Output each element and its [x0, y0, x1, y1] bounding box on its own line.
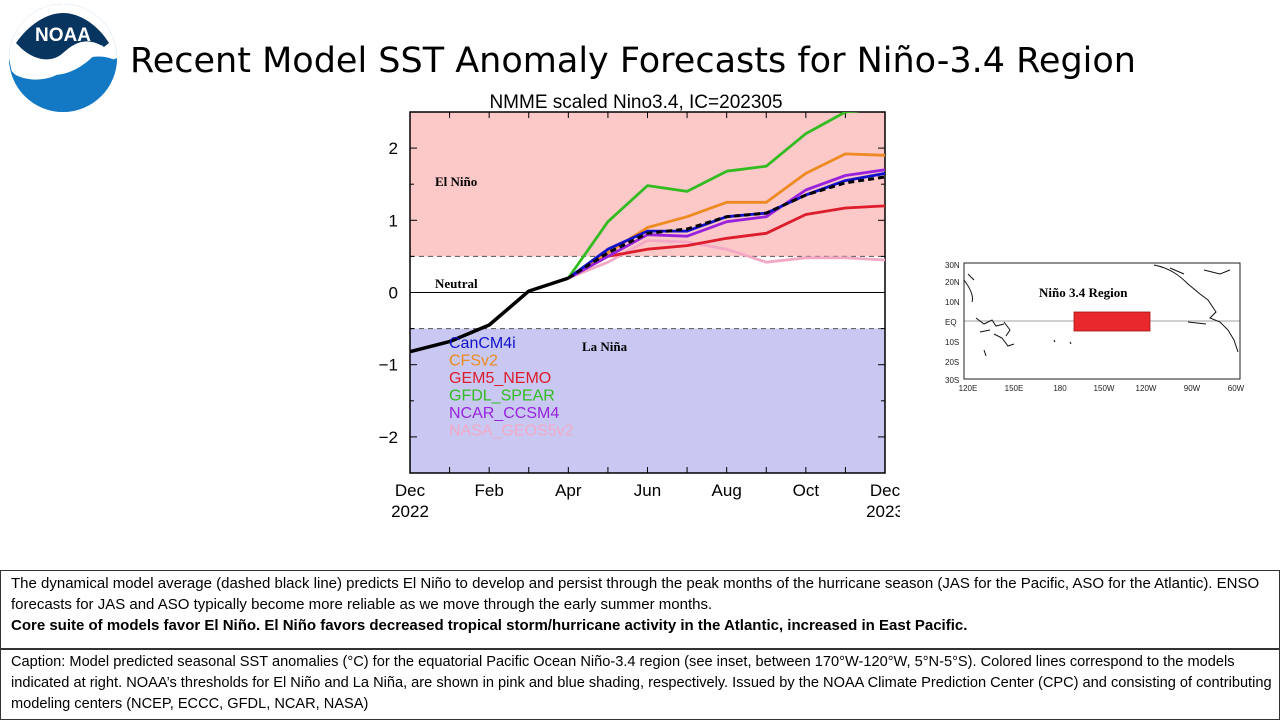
map-lat-label: EQ: [945, 318, 957, 327]
legend-item-gem5-nemo: GEM5_NEMO: [449, 370, 551, 387]
legend-item-gfdl-spear: GFDL_SPEAR: [449, 388, 555, 405]
map-lat-label: 20N: [945, 278, 960, 287]
map-lat-label: 30N: [945, 261, 960, 270]
x-tick-label: Jun: [634, 481, 661, 500]
map-lat-label: 20S: [945, 358, 959, 367]
x-tick-label: Apr: [555, 481, 582, 500]
y-tick-label: 1: [389, 211, 398, 230]
map-lat-label: 10S: [945, 338, 959, 347]
x-tick-label: Feb: [475, 481, 504, 500]
neutral-region-label: Neutral: [435, 276, 478, 291]
series-group: [410, 112, 885, 354]
la-nina-shading: [410, 328, 885, 473]
x-tick-label: Dec: [870, 481, 900, 500]
map-lon-label: 150E: [1005, 384, 1024, 393]
x-tick-label: Aug: [712, 481, 742, 500]
ensemble-mean-line: [567, 175, 885, 280]
series-line-ncar-ccsm4: [567, 168, 885, 280]
chart-title: NMME scaled Nino3.4, IC=202305: [489, 92, 782, 113]
y-tick-label: −2: [379, 428, 398, 447]
map-lon-label: 120W: [1136, 384, 1157, 393]
map-lat-label: 10N: [945, 298, 960, 307]
nino34-region-map: Niño 3.4 Region 30N 20N 10N EQ 10S 20S 30S120E…: [944, 260, 1250, 398]
x-tick-year-label: 2022: [391, 502, 429, 521]
x-tick-label: Oct: [793, 481, 820, 500]
map-lon-label: 120E: [959, 384, 978, 393]
noaa-logo: NOAA: [9, 4, 117, 112]
legend-item-cfsv2: CFSv2: [449, 353, 498, 370]
plot-frame: [409, 111, 886, 474]
caption-box: Caption: Model predicted seasonal SST an…: [0, 649, 1280, 720]
map-lon-label: 150W: [1094, 384, 1115, 393]
el-nino-region-label: El Niño: [435, 174, 477, 189]
summary-bold-text: Core suite of models favor El Niño. El N…: [11, 617, 968, 634]
legend-item-ncar-ccsm4: NCAR_CCSM4: [449, 405, 559, 422]
caption-text: Caption: Model predicted seasonal SST an…: [11, 654, 1272, 712]
nino34-forecast-chart: CanCM4iCFSv2GEM5_NEMOGFDL_SPEARNCAR_CCSM…: [379, 92, 900, 521]
map-lon-label: 180: [1053, 384, 1067, 393]
page-title: Recent Model SST Anomaly Forecasts for N…: [130, 41, 1136, 81]
nino34-region-label: Niño 3.4 Region: [1039, 285, 1128, 300]
logo-text: NOAA: [35, 25, 91, 46]
summary-text: The dynamical model average (dashed blac…: [11, 575, 1260, 613]
coastlines: [963, 264, 1239, 357]
la-nina-region-label: La Niña: [582, 339, 628, 354]
map-lon-label: 60W: [1228, 384, 1245, 393]
y-tick-label: 0: [389, 284, 398, 303]
nino34-region-box: [1073, 311, 1151, 332]
map-lon-label: 90W: [1184, 384, 1201, 393]
legend-item-cancm4i: CanCM4i: [449, 335, 516, 352]
x-tick-label: Dec: [395, 481, 426, 500]
map-lat-label: 30S: [945, 376, 959, 385]
summary-box: The dynamical model average (dashed blac…: [0, 570, 1280, 649]
observed-line: [410, 276, 569, 354]
legend-item-nasa-geos5v2: NASA_GEOS5v2: [449, 423, 574, 440]
series-line-gem5-nemo: [567, 204, 885, 280]
y-tick-label: −1: [379, 356, 398, 375]
series-line-gfdl-spear: [567, 112, 861, 279]
x-tick-year-label: 2023: [866, 502, 900, 521]
y-tick-label: 2: [389, 139, 398, 158]
